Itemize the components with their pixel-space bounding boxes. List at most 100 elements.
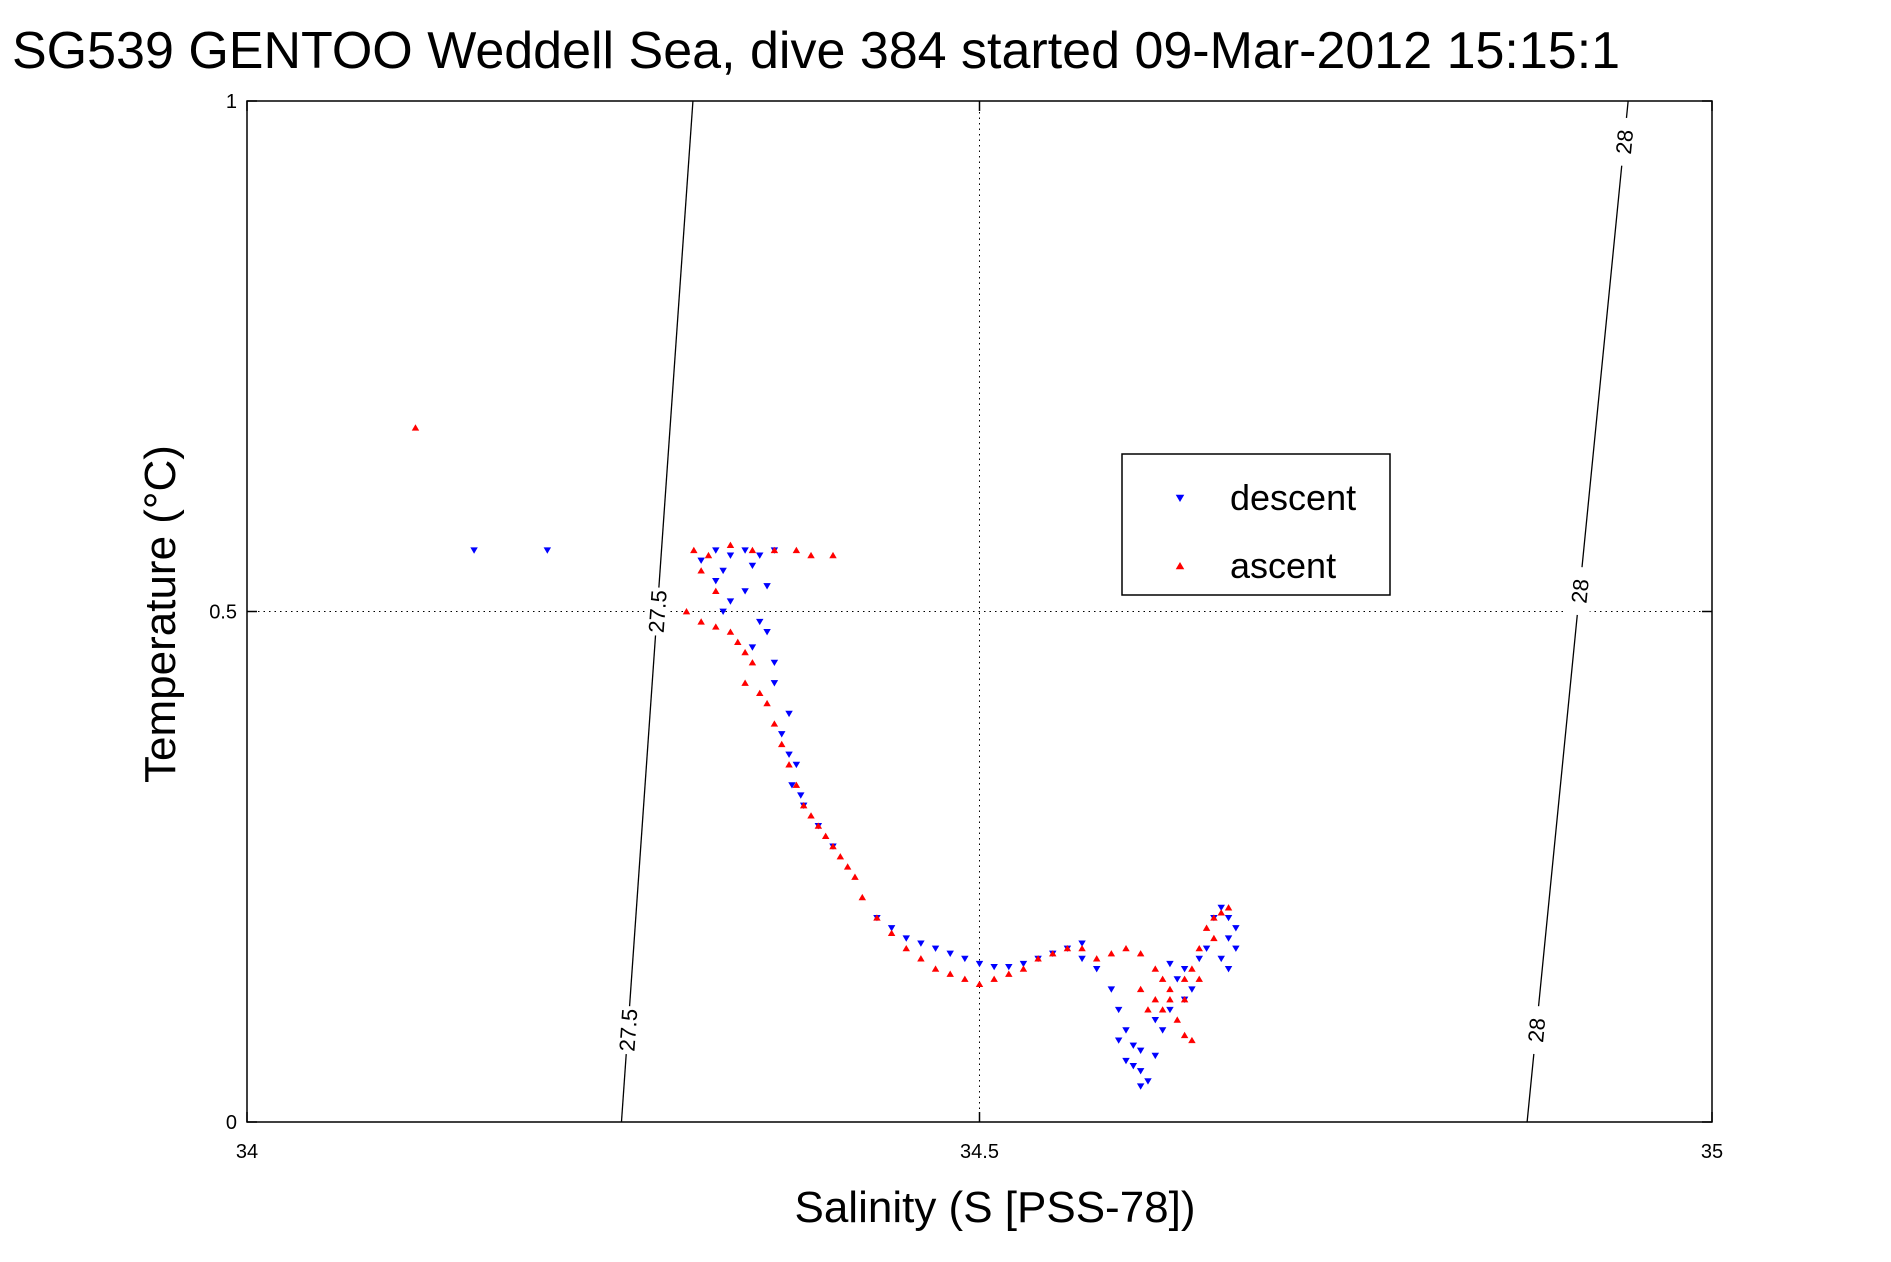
ascent-point-17 bbox=[748, 659, 757, 666]
ascent-point-44 bbox=[1019, 965, 1028, 972]
descent-point-15 bbox=[756, 618, 764, 626]
ascent-point-59 bbox=[1166, 996, 1174, 1003]
descent-point-57 bbox=[1151, 1052, 1160, 1060]
ascent-point-21 bbox=[770, 720, 779, 727]
descent-point-30 bbox=[887, 925, 896, 932]
descent-point-31 bbox=[902, 935, 910, 942]
descent-point-12 bbox=[726, 598, 735, 605]
descent-point-23 bbox=[792, 761, 801, 769]
ascent-point-71 bbox=[1136, 985, 1145, 993]
isopycnal-label-bg-0-0 bbox=[643, 586, 671, 637]
descent-point-33 bbox=[931, 945, 940, 952]
ascent-point-6 bbox=[792, 546, 801, 554]
ascent-point-1 bbox=[690, 546, 698, 554]
ascent-point-50 bbox=[1107, 950, 1116, 957]
ascent-point-28 bbox=[821, 832, 830, 839]
ascent-point-27 bbox=[814, 822, 823, 829]
descent-point-17 bbox=[748, 644, 757, 651]
descent-point-68 bbox=[1232, 925, 1240, 932]
descent-point-10 bbox=[712, 578, 720, 585]
descent-point-48 bbox=[1122, 1027, 1130, 1034]
isopycnal-label-0-0: 27.5 bbox=[644, 589, 672, 633]
ascent-point-25 bbox=[799, 802, 808, 809]
descent-point-5 bbox=[756, 552, 764, 559]
ascent-point-63 bbox=[1202, 924, 1211, 931]
ascent-point-5 bbox=[770, 546, 779, 554]
ascent-point-31 bbox=[843, 863, 852, 870]
descent-point-71 bbox=[1224, 965, 1233, 973]
ascent-point-61 bbox=[1188, 965, 1196, 972]
descent-point-43 bbox=[1078, 940, 1086, 947]
ascent-point-47 bbox=[1063, 944, 1072, 952]
descent-point-72 bbox=[1232, 945, 1240, 952]
descent-point-73 bbox=[1166, 960, 1174, 968]
descent-point-44 bbox=[1078, 955, 1086, 963]
descent-point-66 bbox=[1217, 904, 1225, 912]
isopycnal-label-0-1: 27.5 bbox=[614, 1008, 642, 1052]
isopycnal-label-bg-0-1 bbox=[614, 1005, 642, 1055]
ascent-point-10 bbox=[712, 587, 720, 594]
legend-label-descent: descent bbox=[1230, 477, 1356, 518]
descent-point-69 bbox=[1224, 935, 1233, 942]
x-tick-label-1: 34.5 bbox=[960, 1141, 999, 1163]
descent-point-4 bbox=[741, 547, 749, 554]
descent-point-38 bbox=[1005, 963, 1013, 971]
ascent-point-39 bbox=[946, 970, 954, 977]
legend-label-ascent: ascent bbox=[1230, 545, 1336, 586]
ascent-point-67 bbox=[1210, 934, 1218, 942]
ascent-point-35 bbox=[887, 929, 896, 936]
ascent-point-41 bbox=[975, 980, 984, 988]
ascent-point-49 bbox=[1092, 955, 1101, 962]
descent-point-1 bbox=[543, 547, 552, 554]
descent-point-67 bbox=[1224, 914, 1233, 922]
ascent-point-23 bbox=[785, 761, 793, 768]
ascent-point-14 bbox=[726, 628, 735, 635]
descent-point-19 bbox=[770, 680, 779, 687]
ascent-point-4 bbox=[748, 546, 757, 554]
descent-point-47 bbox=[1114, 1006, 1123, 1014]
ascent-point-22 bbox=[778, 740, 786, 748]
ascent-point-52 bbox=[1136, 950, 1145, 957]
isopycnal-label-bg-1-0 bbox=[1609, 116, 1639, 167]
x-tick-label-2: 35 bbox=[1701, 1141, 1723, 1163]
descent-point-3 bbox=[726, 552, 735, 559]
ascent-point-33 bbox=[858, 893, 867, 901]
ascent-point-43 bbox=[1005, 970, 1013, 977]
descent-point-50 bbox=[1129, 1042, 1138, 1049]
ascent-point-46 bbox=[1049, 950, 1057, 957]
legend: descent ascent bbox=[1121, 453, 1391, 596]
descent-point-11 bbox=[741, 588, 749, 595]
ascent-point-68 bbox=[1195, 975, 1203, 982]
descent-point-8 bbox=[719, 567, 727, 575]
ascent-point-3 bbox=[726, 541, 735, 548]
isopycnal-label-bg-1-1 bbox=[1565, 566, 1594, 617]
descent-point-14 bbox=[719, 608, 727, 615]
descent-point-32 bbox=[917, 940, 925, 947]
ascent-point-20 bbox=[763, 699, 771, 707]
descent-point-16 bbox=[763, 629, 771, 636]
y-tick-label-1: 0.5 bbox=[209, 602, 237, 624]
ascent-point-9 bbox=[697, 567, 705, 574]
descent-point-63 bbox=[1195, 955, 1203, 963]
isopycnal-label-1-2: 28 bbox=[1523, 1017, 1550, 1044]
descent-point-18 bbox=[770, 659, 779, 667]
ascent-point-45 bbox=[1034, 955, 1042, 962]
ascent-point-19 bbox=[756, 689, 764, 697]
ascent-point-2 bbox=[704, 551, 713, 559]
descent-point-37 bbox=[990, 963, 998, 971]
ascent-point-34 bbox=[873, 914, 881, 921]
plot-area: 27.5 27.5 28 28 28 34 34.5 35 0 0.5 1 bbox=[209, 91, 1723, 1163]
ascent-point-37 bbox=[917, 955, 925, 962]
grid-lines bbox=[247, 101, 1712, 1122]
chart-title: SG539 GENTOO Weddell Sea, dive 384 start… bbox=[12, 22, 1620, 80]
descent-point-55 bbox=[1136, 1083, 1145, 1090]
descent-point-22 bbox=[785, 751, 793, 758]
descent-point-58 bbox=[1158, 1027, 1167, 1034]
ascent-point-64 bbox=[1210, 914, 1218, 921]
legend-marker-ascent bbox=[1175, 561, 1185, 570]
descent-point-0 bbox=[470, 547, 478, 554]
ascent-point-51 bbox=[1122, 944, 1130, 952]
descent-point-21 bbox=[778, 731, 786, 738]
